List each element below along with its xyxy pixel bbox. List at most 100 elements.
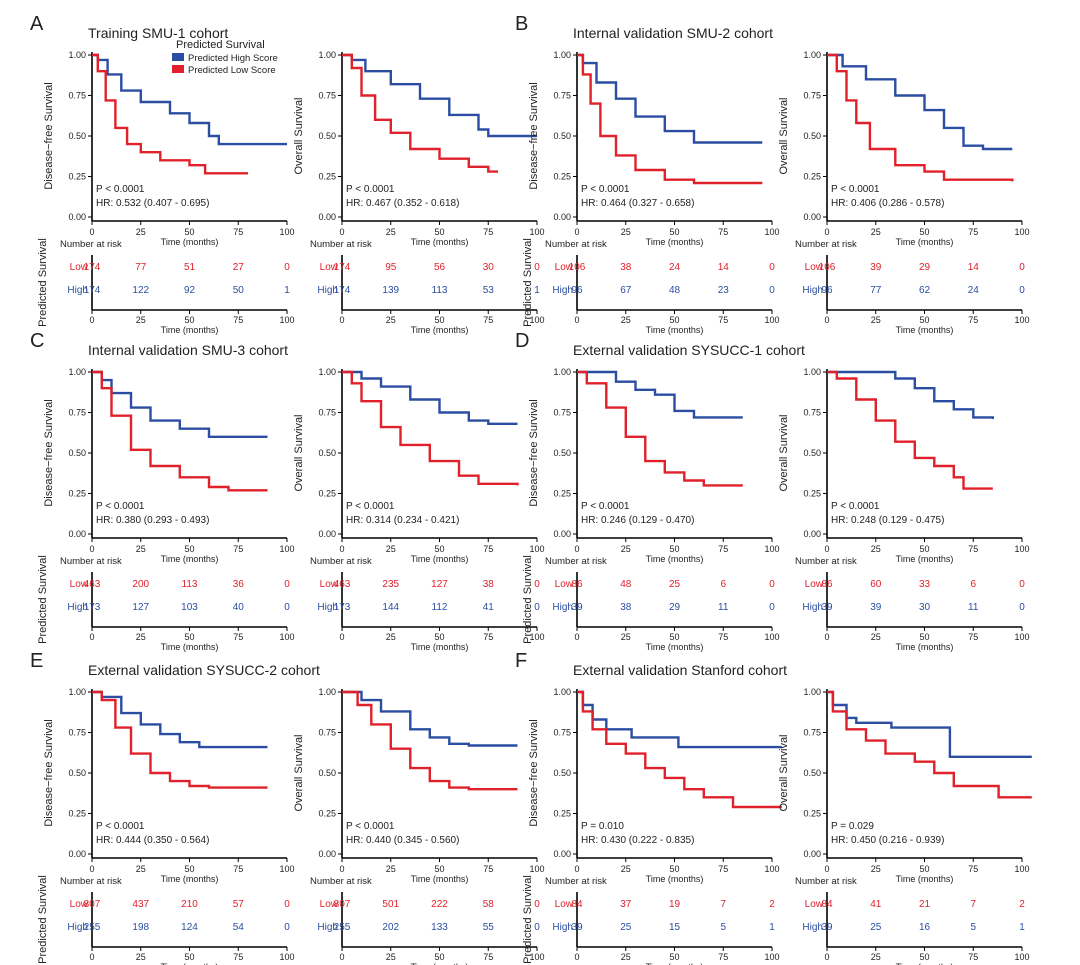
risk-x-tick-label: 25 (386, 315, 396, 325)
risk-count-low: 501 (382, 899, 399, 910)
x-tick-label: 50 (919, 864, 929, 874)
risk-x-tick-label: 100 (279, 632, 294, 642)
x-tick-label: 0 (824, 864, 829, 874)
x-tick-label: 75 (483, 864, 493, 874)
risk-count-high: 11 (718, 602, 729, 613)
x-tick-label: 25 (621, 227, 631, 237)
risk-group-low-label: Low (805, 262, 824, 273)
y-tick-label: 0.50 (68, 448, 86, 458)
x-tick-label: 100 (279, 864, 294, 874)
panel-title: Training SMU-1 cohort (88, 25, 228, 41)
risk-x-axis-title: Time (months) (161, 962, 219, 965)
x-tick-label: 25 (871, 544, 881, 554)
risk-count-high: 38 (620, 602, 632, 613)
x-tick-label: 100 (1014, 864, 1029, 874)
high-score-curve (342, 370, 518, 425)
y-tick-label: 0.75 (68, 408, 86, 418)
risk-count-low: 0 (769, 262, 775, 273)
y-tick-label: 1.00 (553, 687, 571, 697)
y-tick-label: 0.25 (318, 489, 336, 499)
high-score-curve (92, 370, 268, 438)
risk-count-low: 19 (669, 899, 681, 910)
risk-count-low: 0 (284, 579, 290, 590)
risk-group-high-label: High (317, 922, 338, 933)
y-axis-title: Disease−free Survival (43, 719, 55, 826)
x-tick-label: 100 (764, 864, 779, 874)
risk-x-axis-title: Time (months) (161, 642, 219, 652)
panel-letter: D (515, 330, 529, 352)
y-tick-label: 1.00 (553, 367, 571, 377)
hazard-ratio: HR: 0.380 (0.293 - 0.493) (96, 515, 209, 526)
risk-count-high: 23 (718, 285, 730, 296)
number-at-risk-label: Number at risk (60, 239, 122, 250)
y-tick-label: 0.75 (553, 91, 571, 101)
risk-count-high: 127 (132, 602, 149, 613)
x-tick-label: 50 (184, 864, 194, 874)
low-score-curve (577, 690, 782, 809)
number-at-risk-label: Number at risk (545, 876, 607, 887)
x-tick-label: 75 (233, 544, 243, 554)
risk-count-high: 174 (334, 285, 351, 296)
y-tick-label: 1.00 (68, 50, 86, 60)
risk-x-tick-label: 0 (824, 315, 829, 325)
risk-x-tick-label: 100 (1014, 632, 1029, 642)
risk-count-low: 84 (571, 899, 583, 910)
risk-count-low: 6 (720, 579, 726, 590)
risk-count-high: 0 (284, 602, 290, 613)
x-tick-label: 0 (339, 227, 344, 237)
high-score-curve (342, 690, 518, 747)
risk-count-low: 0 (1019, 262, 1025, 273)
x-tick-label: 25 (386, 227, 396, 237)
low-score-curve (827, 370, 993, 490)
risk-x-axis-title: Time (months) (411, 642, 469, 652)
risk-count-high: 124 (181, 922, 198, 933)
number-at-risk-label: Number at risk (310, 239, 372, 250)
y-tick-label: 0.50 (803, 131, 821, 141)
risk-count-low: 29 (919, 262, 931, 273)
y-tick-label: 0.75 (553, 728, 571, 738)
risk-x-tick-label: 75 (968, 315, 978, 325)
y-tick-label: 0.25 (553, 172, 571, 182)
risk-x-tick-label: 50 (669, 632, 679, 642)
risk-x-tick-label: 75 (968, 632, 978, 642)
risk-count-low: 106 (569, 262, 586, 273)
y-tick-label: 1.00 (803, 687, 821, 697)
x-axis-title: Time (months) (896, 554, 954, 564)
x-tick-label: 50 (669, 227, 679, 237)
risk-count-high: 103 (181, 602, 198, 613)
risk-x-tick-label: 100 (529, 315, 544, 325)
p-value: P < 0.0001 (96, 184, 145, 195)
hazard-ratio: HR: 0.246 (0.129 - 0.470) (581, 515, 694, 526)
x-tick-label: 50 (919, 227, 929, 237)
risk-count-high: 173 (84, 602, 101, 613)
risk-count-high: 0 (534, 922, 540, 933)
risk-count-high: 11 (968, 602, 979, 613)
risk-group-low-label: Low (555, 579, 574, 590)
high-score-curve (577, 53, 763, 144)
y-tick-label: 0.00 (68, 212, 86, 222)
risk-x-tick-label: 25 (871, 632, 881, 642)
y-axis-title: Disease−free Survival (528, 719, 540, 826)
low-score-curve (577, 53, 763, 185)
risk-group-low-label: Low (805, 579, 824, 590)
risk-x-tick-label: 0 (339, 632, 344, 642)
risk-x-tick-label: 50 (434, 315, 444, 325)
low-score-curve (342, 690, 518, 791)
x-tick-label: 0 (824, 227, 829, 237)
low-score-curve (577, 370, 743, 487)
x-tick-label: 25 (386, 864, 396, 874)
risk-count-high: 96 (571, 285, 583, 296)
risk-count-low: 38 (620, 262, 632, 273)
y-tick-label: 0.75 (68, 91, 86, 101)
risk-x-tick-label: 25 (136, 952, 146, 962)
y-axis-title: Overall Survival (778, 734, 790, 811)
hazard-ratio: HR: 0.406 (0.286 - 0.578) (831, 198, 944, 209)
panel-title: Internal validation SMU-3 cohort (88, 342, 288, 358)
x-tick-label: 75 (968, 864, 978, 874)
risk-x-axis-title: Time (months) (646, 325, 704, 335)
y-tick-label: 0.25 (318, 809, 336, 819)
hazard-ratio: HR: 0.440 (0.345 - 0.560) (346, 835, 459, 846)
risk-group-high-label: High (802, 285, 823, 296)
risk-x-tick-label: 50 (434, 952, 444, 962)
y-tick-label: 0.00 (553, 529, 571, 539)
